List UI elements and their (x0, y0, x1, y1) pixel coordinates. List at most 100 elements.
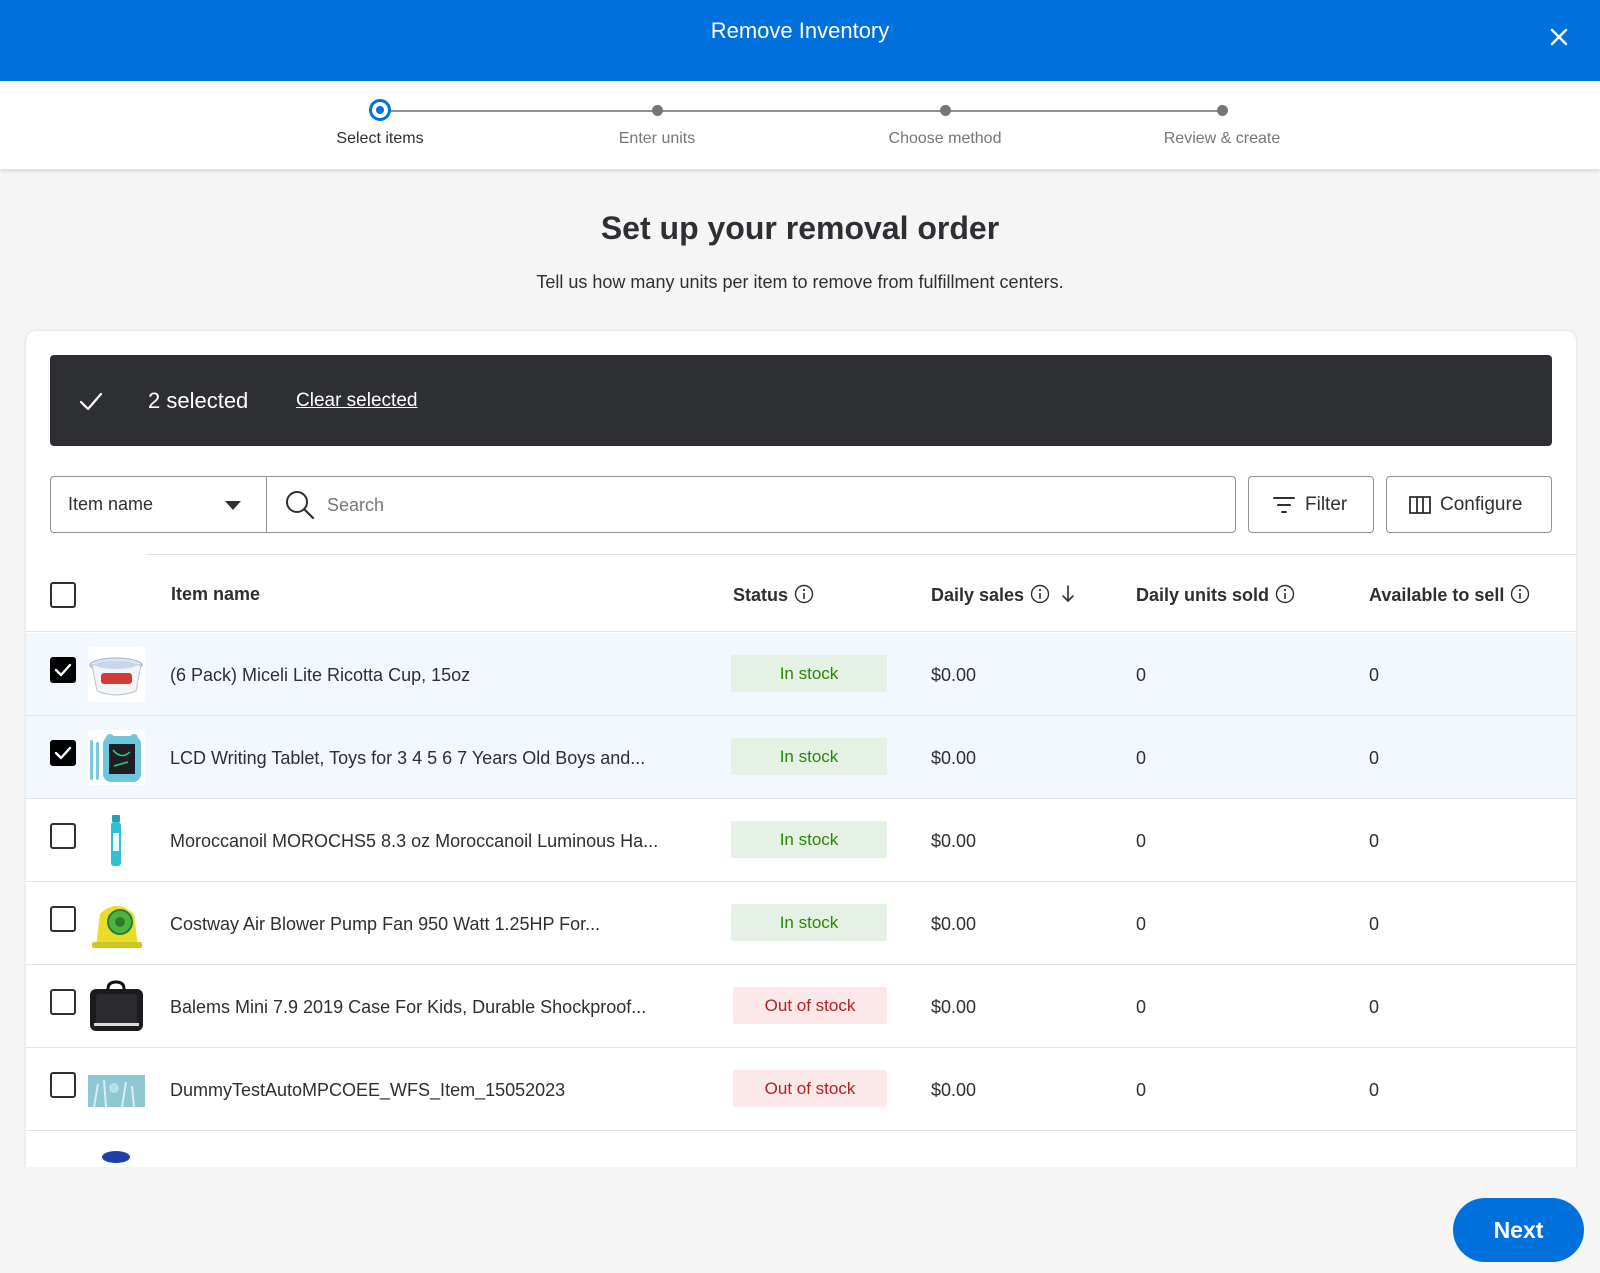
step-label: Review & create (1163, 130, 1281, 147)
select-all-checkbox[interactable] (50, 582, 76, 608)
product-thumbnail (88, 896, 145, 951)
available-to-sell-value: 0 (1369, 665, 1380, 685)
column-header-daily-sales[interactable]: Daily sales (931, 584, 1076, 606)
table-row[interactable]: Costway Air Blower Pump Fan 950 Watt 1.2… (26, 882, 1576, 965)
item-name[interactable]: Balems Mini 7.9 2019 Case For Kids, Dura… (170, 997, 647, 1017)
modal-header: Remove Inventory (0, 0, 1600, 81)
row-checkbox[interactable] (50, 740, 76, 766)
daily-units-sold-value: 0 (1136, 1080, 1147, 1100)
table-row[interactable]: (6 Pack) Miceli Lite Ricotta Cup, 15oz I… (26, 633, 1576, 716)
divider (146, 554, 1576, 555)
table-row[interactable]: DummyTestAutoMPCOEE_WFS_Item_15052023 Ou… (26, 1048, 1576, 1131)
daily-sales-value: $0.00 (931, 748, 977, 768)
item-name[interactable]: LCD Writing Tablet, Toys for 3 4 5 6 7 Y… (170, 748, 646, 768)
sort-descending-icon[interactable] (1060, 584, 1076, 604)
step-label: Choose method (888, 130, 1002, 147)
product-thumbnail (88, 813, 145, 868)
configure-button[interactable]: Configure (1386, 476, 1552, 533)
item-name[interactable]: Moroccanoil MOROCHS5 8.3 oz Moroccanoil … (170, 831, 659, 851)
footer-bar: Next (0, 1167, 1600, 1273)
selected-count: 2 selected (148, 388, 249, 413)
product-thumbnail (88, 730, 145, 785)
configure-label: Configure (1440, 494, 1523, 515)
daily-units-sold-value: 0 (1136, 665, 1147, 685)
next-button[interactable]: Next (1453, 1198, 1584, 1262)
product-thumbnail (88, 1062, 145, 1117)
step-indicator (1216, 105, 1228, 116)
progress-stepper: Select items Enter units Choose method R… (0, 81, 1600, 169)
info-icon[interactable] (794, 584, 814, 604)
clear-selected-link[interactable]: Clear selected (296, 390, 418, 411)
selection-bar: 2 selected Clear selected (50, 355, 1552, 446)
available-to-sell-value: 0 (1369, 831, 1380, 851)
status-badge: Out of stock (733, 987, 887, 1024)
status-badge: In stock (731, 655, 887, 692)
daily-sales-value: $0.00 (931, 997, 977, 1017)
search-icon (283, 488, 317, 522)
column-header-label: Daily sales (931, 585, 1025, 605)
product-thumbnail (88, 647, 145, 702)
step-indicator (651, 105, 663, 116)
item-name[interactable]: Costway Air Blower Pump Fan 950 Watt 1.2… (170, 914, 601, 934)
available-to-sell-value: 0 (1369, 1080, 1380, 1100)
close-icon[interactable] (1546, 24, 1572, 50)
column-header-daily-units-sold[interactable]: Daily units sold (1136, 584, 1295, 606)
stepper-track (380, 110, 1222, 112)
status-badge: Out of stock (733, 1070, 887, 1107)
daily-units-sold-value: 0 (1136, 831, 1147, 851)
page-subtitle: Tell us how many units per item to remov… (536, 272, 1064, 292)
column-header-label: Status (733, 585, 789, 605)
available-to-sell-value: 0 (1369, 748, 1380, 768)
caret-down-icon (225, 501, 241, 510)
column-header-label: Available to sell (1369, 585, 1505, 605)
search-box (266, 476, 1236, 533)
column-header-label: Daily units sold (1136, 585, 1270, 605)
filter-button[interactable]: Filter (1248, 476, 1374, 533)
product-thumbnail (88, 1149, 145, 1191)
row-checkbox[interactable] (50, 823, 76, 849)
items-card: 2 selected Clear selected Item name Filt… (26, 331, 1576, 1191)
search-input[interactable] (327, 487, 1207, 523)
step-label: Select items (336, 130, 424, 147)
row-checkbox[interactable] (50, 1072, 76, 1098)
column-header-available-to-sell[interactable]: Available to sell (1369, 584, 1530, 606)
row-checkbox[interactable] (50, 657, 76, 683)
table-row[interactable]: Moroccanoil MOROCHS5 8.3 oz Moroccanoil … (26, 799, 1576, 882)
row-checkbox[interactable] (50, 989, 76, 1015)
column-header-label: Item name (171, 584, 261, 604)
product-thumbnail (88, 979, 145, 1034)
daily-sales-value: $0.00 (931, 914, 977, 934)
row-checkbox[interactable] (50, 906, 76, 932)
filter-icon (1273, 495, 1295, 515)
columns-icon (1409, 495, 1431, 515)
item-name[interactable]: (6 Pack) Miceli Lite Ricotta Cup, 15oz (170, 665, 471, 685)
page-title: Set up your removal order (600, 210, 1000, 246)
available-to-sell-value: 0 (1369, 914, 1380, 934)
modal-title: Remove Inventory (710, 18, 890, 43)
info-icon[interactable] (1275, 584, 1295, 604)
filter-label: Filter (1305, 494, 1348, 515)
item-name[interactable]: DummyTestAutoMPCOEE_WFS_Item_15052023 (170, 1080, 566, 1100)
daily-sales-value: $0.00 (931, 665, 977, 685)
daily-units-sold-value: 0 (1136, 914, 1147, 934)
search-field-dropdown[interactable]: Item name (50, 476, 266, 533)
step-label: Enter units (618, 130, 696, 147)
column-header-status[interactable]: Status (733, 584, 814, 606)
status-badge: In stock (731, 821, 887, 858)
search-field-value: Item name (68, 494, 154, 514)
available-to-sell-value: 0 (1369, 997, 1380, 1017)
table-row[interactable]: LCD Writing Tablet, Toys for 3 4 5 6 7 Y… (26, 716, 1576, 799)
table-header: Item name Status Daily sales Daily units… (26, 554, 1576, 632)
table-row[interactable]: Balems Mini 7.9 2019 Case For Kids, Dura… (26, 965, 1576, 1048)
step-indicator (939, 105, 951, 116)
info-icon[interactable] (1030, 584, 1050, 604)
status-badge: In stock (731, 738, 887, 775)
status-badge: In stock (731, 904, 887, 941)
step-active-indicator (369, 99, 391, 121)
daily-sales-value: $0.00 (931, 1080, 977, 1100)
checkmark-icon (78, 388, 104, 414)
daily-units-sold-value: 0 (1136, 997, 1147, 1017)
column-header-item-name[interactable]: Item name (171, 584, 260, 605)
table-row[interactable] (26, 1131, 1576, 1191)
info-icon[interactable] (1510, 584, 1530, 604)
